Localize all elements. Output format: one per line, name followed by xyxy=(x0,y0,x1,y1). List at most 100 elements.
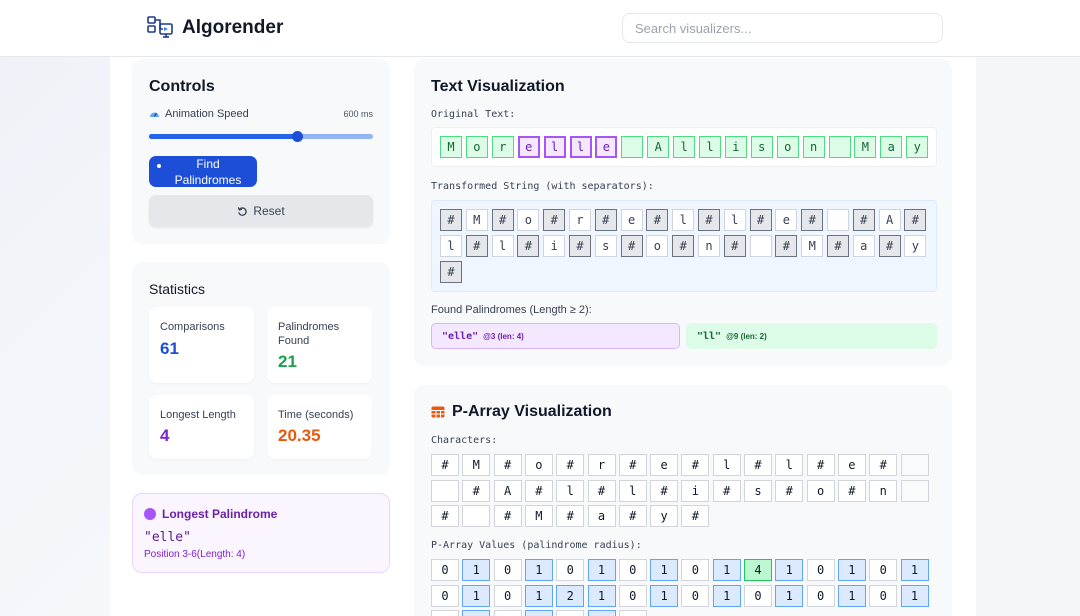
p-array-value-cell: 1 xyxy=(837,559,866,581)
original-char-cell: o xyxy=(776,136,799,158)
transformed-char-cell: # xyxy=(827,235,849,257)
p-array-char-cell: # xyxy=(431,505,459,527)
stat-value: 61 xyxy=(160,339,179,358)
p-array-value-cell: 1 xyxy=(462,559,491,581)
found-palindrome-chip[interactable]: "ll" @9 (len: 2) xyxy=(686,323,937,349)
p-array-value-cell: 1 xyxy=(587,559,616,581)
speed-value: 600 ms xyxy=(343,109,373,119)
p-array-value-cell: 1 xyxy=(524,559,553,581)
p-array-char-cell: # xyxy=(493,454,522,476)
stat-label: Time (seconds) xyxy=(278,409,354,421)
stat-longest-length: Longest Length 4 xyxy=(149,395,254,459)
p-array-char-cell: M xyxy=(524,505,553,527)
p-array-value-cell: 0 xyxy=(744,584,772,607)
p-array-char-cell: # xyxy=(806,454,835,476)
transformed-char-cell: a xyxy=(852,235,875,257)
stat-label: Longest Length xyxy=(160,409,236,421)
p-array-value-cell: 0 xyxy=(493,559,522,581)
p-array-char-cell: # xyxy=(431,454,459,476)
transformed-char-cell: n xyxy=(698,235,720,257)
transformed-char-cell: l xyxy=(440,235,462,257)
stat-value: 20.35 xyxy=(278,426,321,445)
p-array-value-cell: 0 xyxy=(806,584,835,607)
find-palindromes-button[interactable]: Find Palindromes xyxy=(149,156,257,187)
p-array-char-cell: # xyxy=(650,479,679,502)
p-array-value-cell: 0 xyxy=(431,584,459,607)
p-array-value-cell: 1 xyxy=(524,584,553,607)
speed-label: Animation Speed xyxy=(165,108,249,120)
palindrome-meta: @9 (len: 2) xyxy=(726,331,767,341)
transformed-char-cell: A xyxy=(878,209,901,231)
search-input[interactable] xyxy=(622,13,943,43)
empty-char-cell xyxy=(900,479,929,502)
transformed-char-cell: # xyxy=(620,235,643,257)
speed-slider-fill xyxy=(149,134,297,139)
transformed-char-cell: # xyxy=(801,209,824,231)
top-header: Algorender xyxy=(0,0,1080,57)
transformed-char-cell: # xyxy=(672,235,695,257)
original-char-cell: l xyxy=(699,136,721,158)
transformed-char-cell: # xyxy=(698,209,720,231)
original-char-cell: M xyxy=(440,136,462,158)
p-array-char-cell: l xyxy=(556,479,585,502)
transformed-char-cell: # xyxy=(465,235,488,257)
speed-slider-thumb[interactable] xyxy=(291,131,303,142)
found-palindrome-chip[interactable]: "elle" @3 (len: 4) xyxy=(431,323,680,349)
p-array-value-cell: 1 xyxy=(900,559,929,581)
stat-value: 21 xyxy=(278,352,297,371)
transformed-char-cell: # xyxy=(775,235,798,257)
original-char-cell: e xyxy=(595,136,618,158)
transformed-char-cell: o xyxy=(517,209,540,231)
p-array-char-cell xyxy=(462,505,491,527)
palindrome-string: "elle" xyxy=(442,330,479,342)
palindrome-meta: @3 (len: 4) xyxy=(483,331,524,341)
transformed-char-cell: s xyxy=(594,235,617,257)
speed-slider[interactable] xyxy=(149,131,373,142)
gauge-icon xyxy=(150,112,159,117)
find-palindromes-label: Find Palindromes xyxy=(174,156,242,187)
p-array-value-cell: 0 xyxy=(618,559,647,581)
p-array-value-cell: 1 xyxy=(712,559,741,581)
palindrome-string: "ll" xyxy=(697,330,722,342)
p-array-value-cell: 0 xyxy=(431,610,459,616)
transformed-char-cell: # xyxy=(749,209,772,231)
p-array-value-cell: 1 xyxy=(587,584,616,607)
original-char-cell: i xyxy=(724,136,747,158)
brand-logo[interactable]: Algorender xyxy=(147,16,283,40)
p-array-value-cell: 1 xyxy=(712,584,741,607)
longest-palindrome-value: "elle" xyxy=(144,530,191,545)
statistics-panel: Statistics Comparisons 61 Palindromes Fo… xyxy=(132,262,390,475)
p-array-char-cell: e xyxy=(837,454,866,476)
original-text-label: Original Text: xyxy=(431,109,516,120)
p-array-title: P-Array Visualization xyxy=(452,403,612,420)
transformed-char-cell: r xyxy=(569,209,591,231)
p-array-value-cell: 0 xyxy=(431,559,459,581)
p-array-char-cell: # xyxy=(462,479,491,502)
p-array-value-cell: 0 xyxy=(869,559,898,581)
p-array-char-cell: # xyxy=(587,479,616,502)
longest-palindrome-position: Position 3-6(Length: 4) xyxy=(144,549,246,560)
controls-title: Controls xyxy=(149,78,215,95)
p-array-value-cell: 1 xyxy=(775,559,804,581)
original-char-cell: e xyxy=(517,136,540,158)
p-array-char-cell: l xyxy=(712,454,741,476)
reset-button[interactable]: Reset xyxy=(149,195,373,227)
p-array-value-cell: 2 xyxy=(556,584,585,607)
p-array-value-cell: 1 xyxy=(524,610,553,616)
p-array-value-cell: 0 xyxy=(556,610,585,616)
transformed-char-cell: # xyxy=(723,235,746,257)
p-array-title-row: P-Array Visualization xyxy=(431,403,612,421)
longest-palindrome-panel: Longest Palindrome "elle" Position 3-6(L… xyxy=(132,493,390,573)
original-char-cell: A xyxy=(647,136,670,158)
p-array-value-cell: 1 xyxy=(837,584,866,607)
algorithm-logo-icon xyxy=(147,16,173,38)
p-array-char-cell: o xyxy=(806,479,835,502)
stat-comparisons: Comparisons 61 xyxy=(149,307,254,383)
p-array-char-cell: l xyxy=(775,454,804,476)
longest-palindrome-title: Longest Palindrome xyxy=(144,507,277,521)
p-array-char-cell: i xyxy=(681,479,710,502)
original-char-cell xyxy=(828,136,851,158)
longest-palindrome-heading: Longest Palindrome xyxy=(162,507,278,521)
p-array-char-cell: n xyxy=(869,479,898,502)
